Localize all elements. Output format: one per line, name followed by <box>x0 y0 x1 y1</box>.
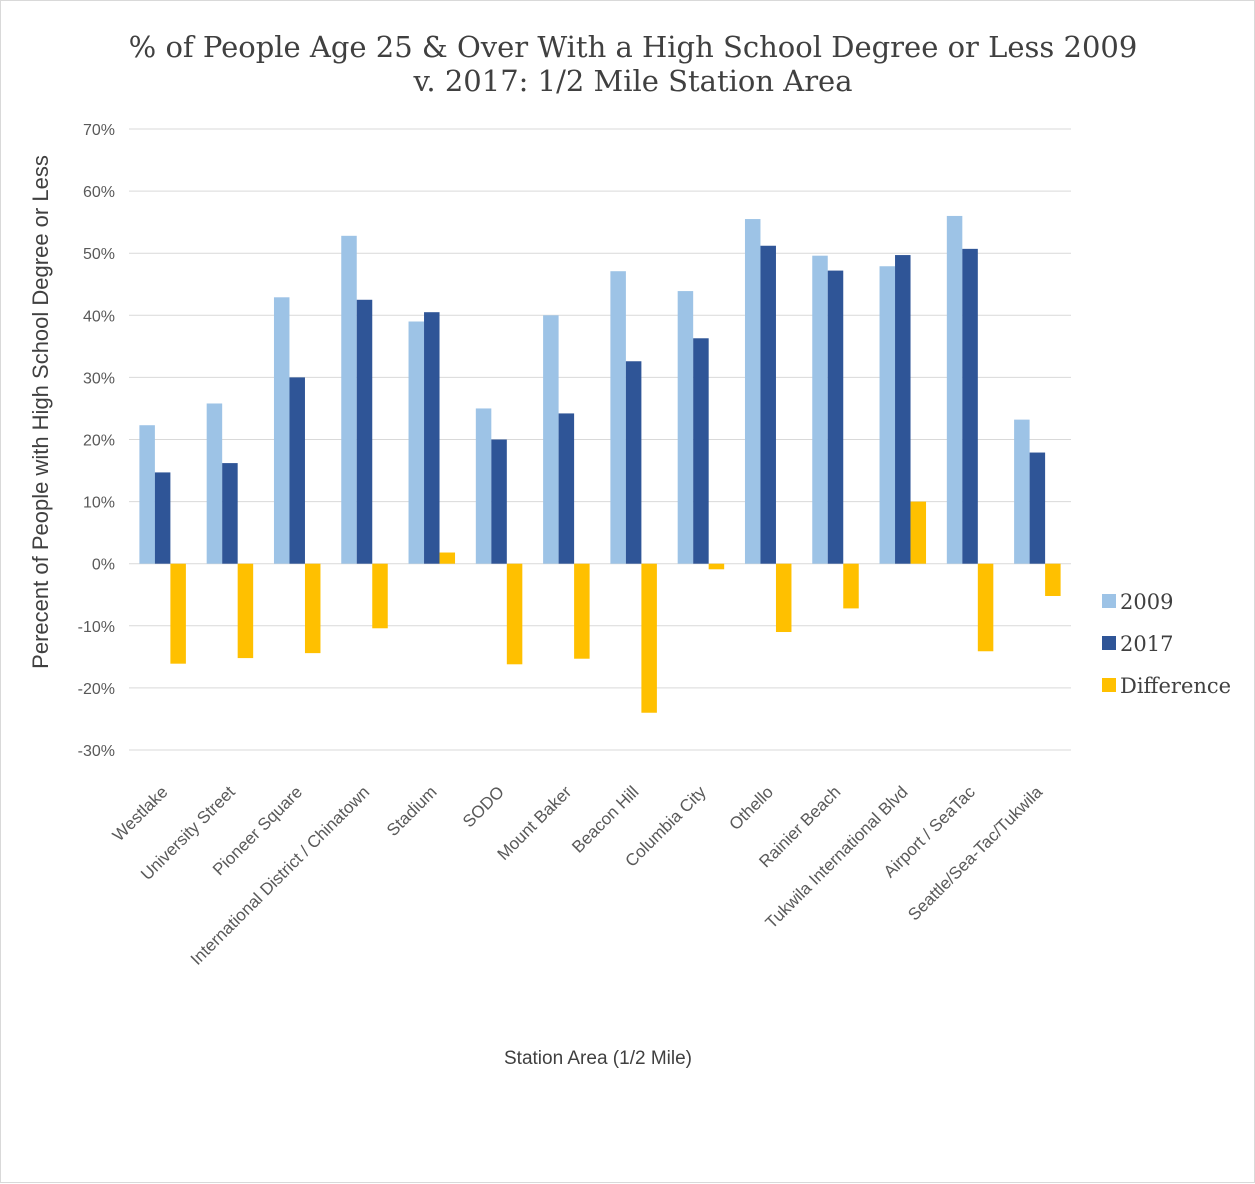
bar-2017 <box>693 338 709 564</box>
bar-2009 <box>812 255 828 564</box>
bar-2017 <box>1029 452 1046 564</box>
y-tick-label: 70% <box>83 122 115 139</box>
bar-2009 <box>139 425 155 564</box>
bar-difference <box>977 563 994 652</box>
chart-title-line-1: % of People Age 25 & Over With a High Sc… <box>129 30 1138 64</box>
legend-label: 2009 <box>1120 590 1173 614</box>
x-axis-label: Station Area (1/2 Mile) <box>504 1048 692 1069</box>
legend: 2009 2017 Difference <box>1102 590 1231 698</box>
bar-2009 <box>206 403 223 564</box>
bar-difference <box>641 563 657 713</box>
y-axis-label: Perecent of People with High School Degr… <box>28 155 53 669</box>
legend-label: Difference <box>1120 674 1231 698</box>
bar-difference <box>843 563 859 609</box>
bar-2017 <box>760 245 776 564</box>
bars <box>139 215 1061 713</box>
bar-2017 <box>289 377 305 564</box>
legend-swatch <box>1102 678 1116 692</box>
bar-2009 <box>273 297 290 564</box>
x-tick-label: Westlake <box>109 782 172 845</box>
bar-2009 <box>475 408 492 564</box>
bar-2009 <box>341 235 357 564</box>
bar-2009 <box>677 291 694 564</box>
legend-swatch <box>1102 636 1116 650</box>
legend-swatch <box>1102 594 1116 608</box>
bar-2017 <box>827 270 844 564</box>
x-tick-label: Seattle/Sea-Tac/Tukwila <box>904 782 1046 924</box>
bar-difference <box>574 563 590 659</box>
bar-2017 <box>558 413 575 564</box>
bar-2009 <box>543 315 559 564</box>
chart-title-line-2: v. 2017: 1/2 Mile Station Area <box>412 64 852 98</box>
bar-2009 <box>744 219 761 564</box>
bar-2009 <box>946 215 963 564</box>
y-axis-ticks: 70% 60% 50% 40% 30% 20% 10% 0% -10% -20% -30% <box>78 122 115 760</box>
y-tick-label: -10% <box>78 619 115 636</box>
bar-2017 <box>491 439 507 564</box>
y-tick-label: 40% <box>83 308 115 325</box>
y-tick-label: 30% <box>83 370 115 387</box>
x-tick-label: Othello <box>726 782 778 834</box>
bar-difference <box>506 563 523 665</box>
x-tick-label: SODO <box>459 782 508 831</box>
bar-2017 <box>222 463 238 564</box>
bar-2009 <box>1014 419 1030 564</box>
bar-difference <box>1045 563 1061 596</box>
x-tick-label: Beacon Hill <box>568 782 642 856</box>
gridlines <box>129 128 1071 751</box>
y-tick-label: 10% <box>83 495 115 512</box>
bar-difference <box>775 563 792 633</box>
x-tick-label: Stadium <box>383 782 441 840</box>
bar-2009 <box>408 321 425 564</box>
bar-2009 <box>879 266 896 564</box>
bar-difference <box>237 563 254 659</box>
bar-2017 <box>895 255 911 564</box>
bar-difference <box>304 563 321 654</box>
bar-2017 <box>356 299 373 564</box>
legend-label: 2017 <box>1120 632 1173 656</box>
bar-difference <box>439 552 456 564</box>
bar-2009 <box>610 271 626 564</box>
bar-2017 <box>962 248 978 564</box>
y-tick-label: 20% <box>83 433 115 450</box>
y-tick-label: 0% <box>92 557 115 574</box>
y-tick-label: -20% <box>78 681 115 698</box>
y-tick-label: -30% <box>78 743 115 760</box>
bar-difference <box>910 501 927 564</box>
bar-difference <box>372 563 388 629</box>
y-tick-label: 60% <box>83 184 115 201</box>
bar-difference <box>708 563 725 570</box>
y-tick-label: 50% <box>83 246 115 263</box>
bar-difference <box>170 563 186 664</box>
bar-2017 <box>424 312 440 564</box>
bar-2017 <box>625 361 642 564</box>
bar-2017 <box>154 472 171 564</box>
